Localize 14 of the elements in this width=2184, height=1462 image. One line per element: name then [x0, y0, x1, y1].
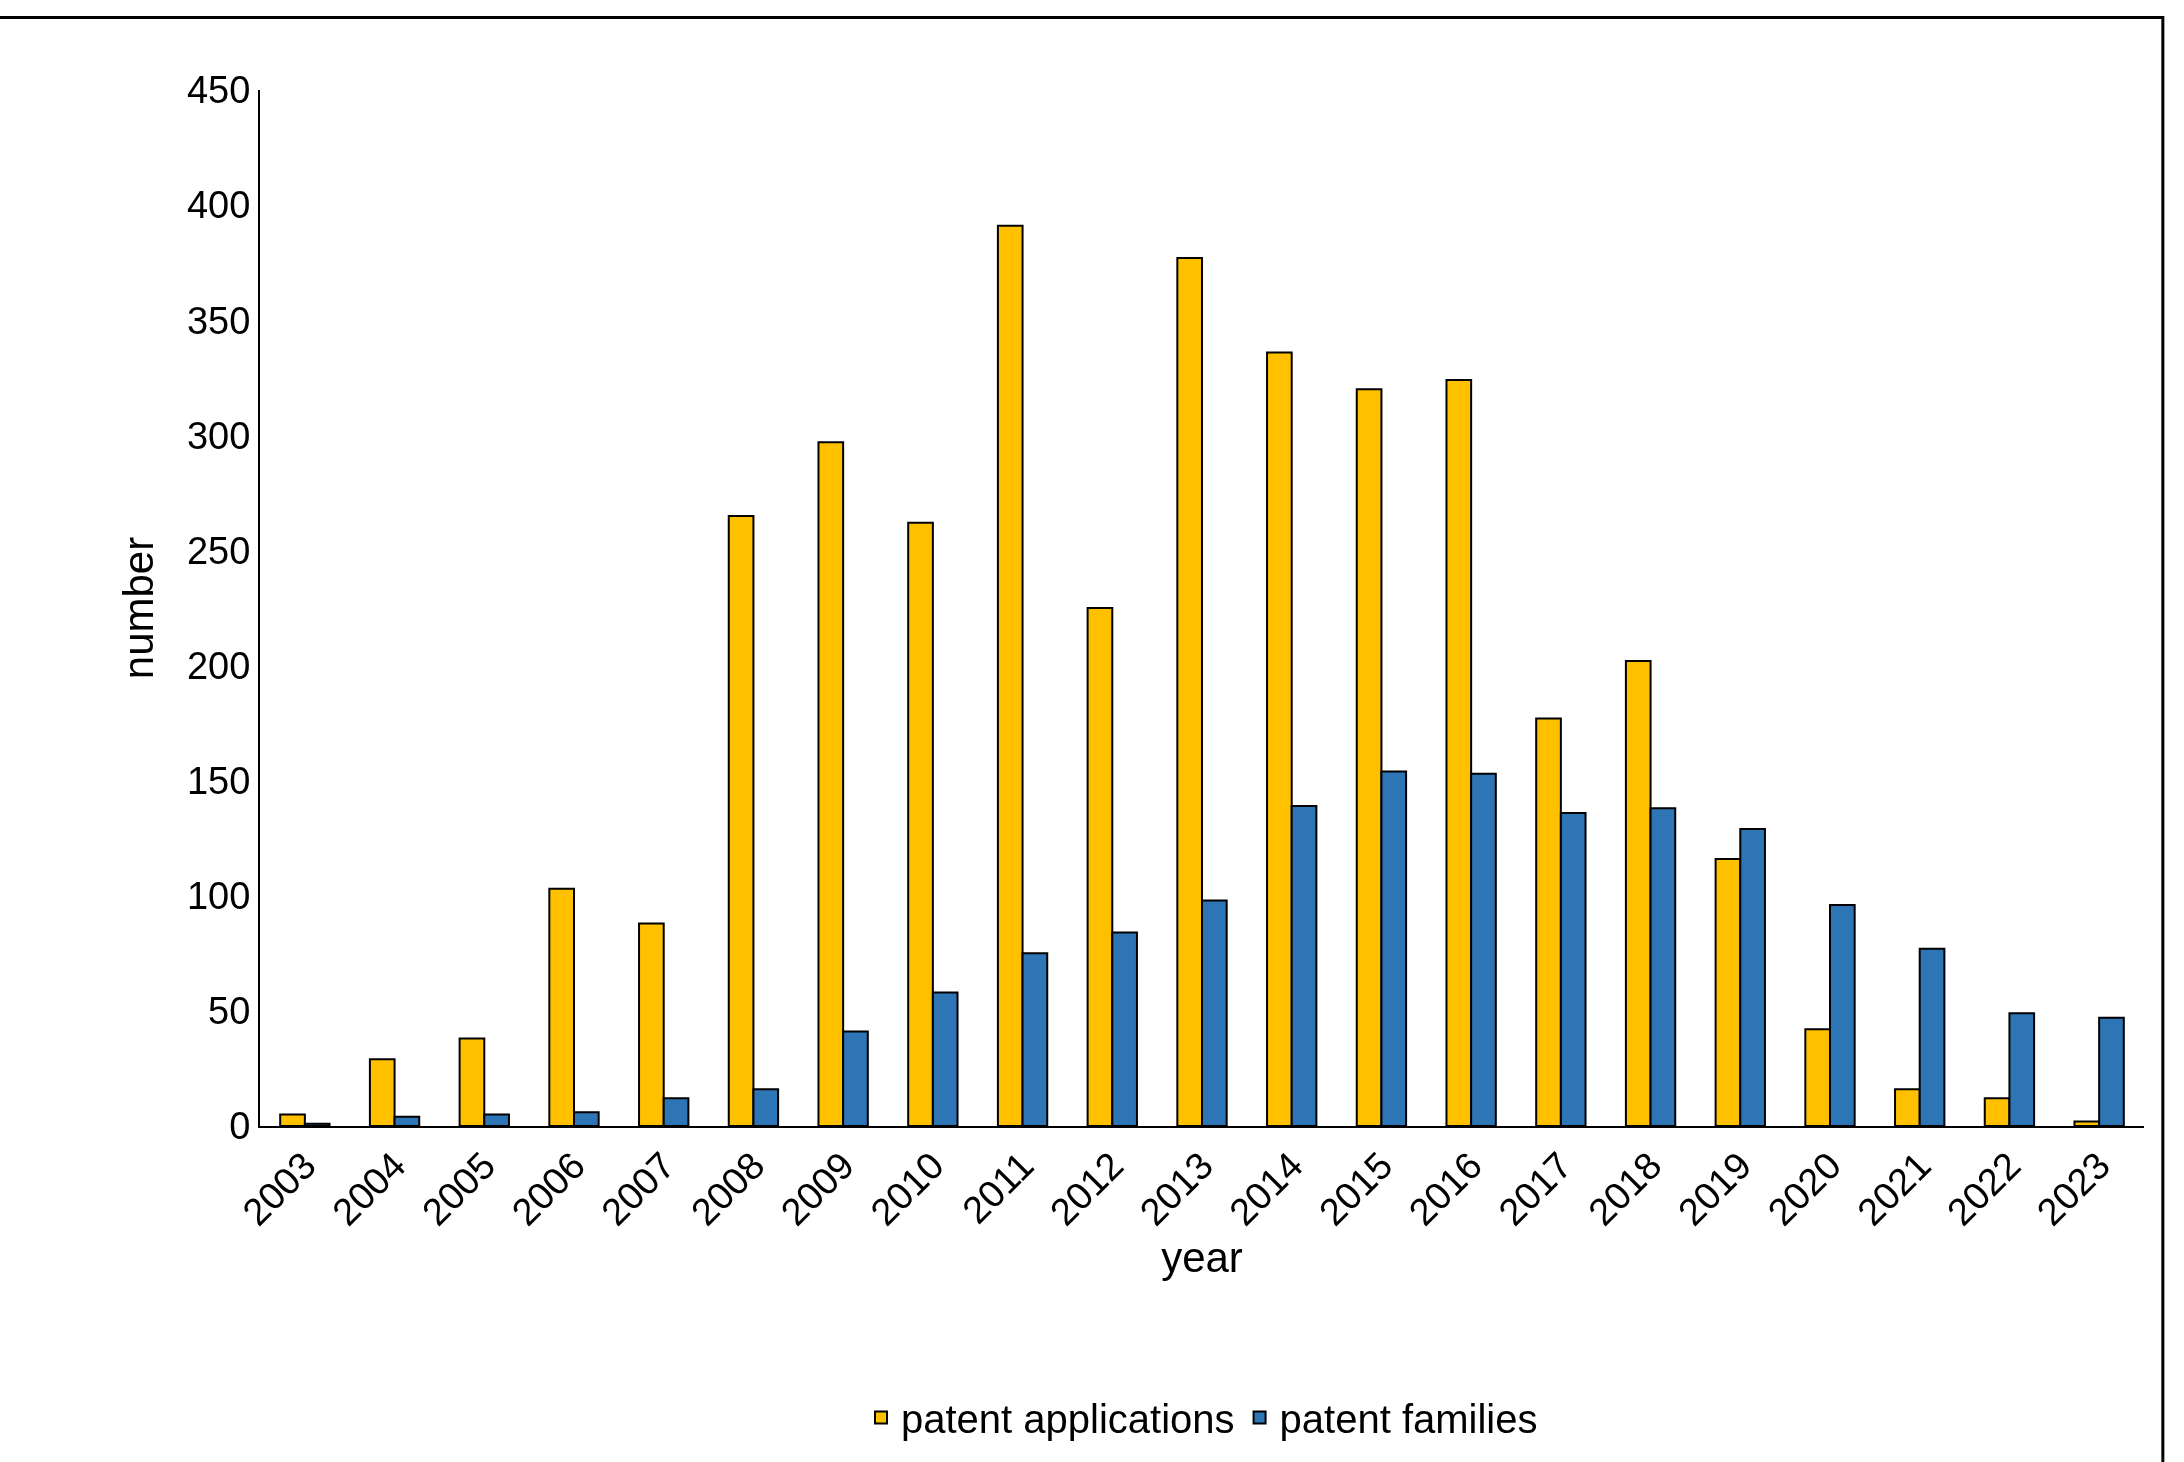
x-axis-title: year [1161, 1233, 1243, 1281]
y-axis-title: number [115, 536, 163, 680]
y-tick-label: 100 [186, 875, 251, 918]
legend-label: patent families [1279, 1397, 1538, 1442]
y-tick-label: 300 [186, 414, 251, 457]
y-tick-label: 250 [186, 529, 251, 572]
y-tick-label: 50 [208, 990, 251, 1033]
legend-label: patent applications [901, 1397, 1235, 1442]
y-tick-label: 200 [186, 644, 251, 687]
y-tick-label: 350 [186, 299, 251, 342]
y-tick-label: 450 [186, 69, 251, 112]
y-tick-label: 400 [186, 184, 251, 227]
y-tick-label: 0 [229, 1105, 251, 1148]
y-tick-label: 150 [186, 759, 251, 802]
